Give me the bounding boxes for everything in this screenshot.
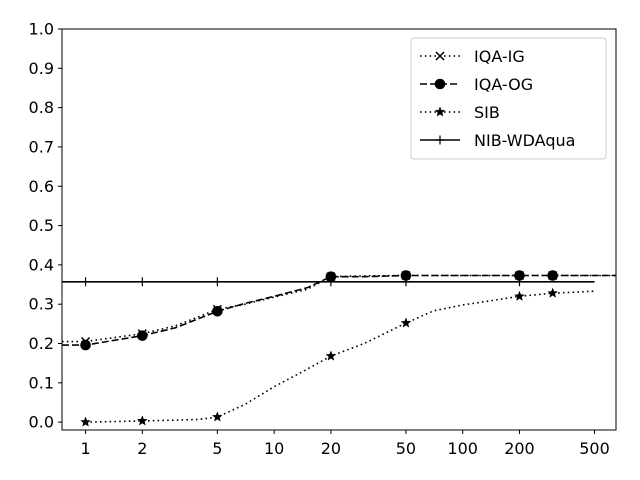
series-sib <box>80 287 595 427</box>
data-point <box>81 277 91 287</box>
plot-frame <box>61 28 617 431</box>
series-iqa-og <box>62 270 616 351</box>
y-tick-label: 0.9 <box>29 59 54 78</box>
y-tick-label: 0.1 <box>29 373 54 392</box>
legend-box <box>410 37 607 160</box>
legend-label: IQA-IG <box>474 47 525 66</box>
series-nib-wdaqua <box>62 277 595 287</box>
legend-marker <box>434 78 446 90</box>
series-line <box>85 290 595 423</box>
x-tick-label: 50 <box>396 439 416 458</box>
data-point <box>400 317 412 328</box>
data-point <box>137 330 148 341</box>
series-line <box>62 274 616 346</box>
data-point <box>401 277 411 287</box>
y-tick-label: 1.0 <box>29 20 54 39</box>
legend-item: SIB <box>420 103 500 122</box>
data-point <box>212 277 222 287</box>
data-point <box>212 305 223 317</box>
legend-marker <box>435 135 445 145</box>
legend-label: SIB <box>474 103 500 122</box>
data-point <box>211 411 223 422</box>
data-point <box>136 415 148 426</box>
x-tick-label: 20 <box>321 439 341 458</box>
x-tick-label: 2 <box>137 439 147 458</box>
series-line <box>62 274 616 343</box>
data-point <box>137 277 147 287</box>
series-layer <box>62 270 616 427</box>
data-point <box>547 287 559 298</box>
data-point <box>547 270 558 281</box>
legend-marker <box>434 106 446 117</box>
y-tick-label: 0.2 <box>29 334 54 353</box>
legend-item: IQA-IG <box>420 47 525 66</box>
legend-item: NIB-WDAqua <box>420 131 575 150</box>
x-tick-label: 5 <box>212 439 222 458</box>
legend: IQA-IG IQA-OG SIB NIB-WDAqua <box>410 37 607 160</box>
x-tick-label: 200 <box>504 439 535 458</box>
y-tick-label: 0.0 <box>29 413 54 432</box>
legend-label: NIB-WDAqua <box>474 131 575 150</box>
legend-marker <box>435 51 445 61</box>
y-tick-label: 0.8 <box>29 98 54 117</box>
y-tick-label: 0.6 <box>29 177 54 196</box>
y-tick-label: 0.5 <box>29 216 54 235</box>
data-point <box>325 350 337 361</box>
legend-label: IQA-OG <box>474 75 533 94</box>
x-tick-label: 500 <box>579 439 610 458</box>
data-point <box>80 339 91 351</box>
y-tick-label: 0.3 <box>29 295 54 314</box>
data-point <box>326 277 336 287</box>
legend-item: IQA-OG <box>420 75 533 94</box>
data-point <box>514 290 525 301</box>
axes-layer: 0.0 0.1 0.2 0.3 0.4 0.5 0.6 0.7 0.8 0.9 1.0 1 2 5 10 20… <box>29 20 617 458</box>
data-point <box>80 416 91 427</box>
x-tick-label: 10 <box>264 439 284 458</box>
y-tick-label: 0.7 <box>29 137 54 156</box>
data-point <box>514 277 524 287</box>
y-tick-label: 0.4 <box>29 255 54 274</box>
x-tick-label: 100 <box>447 439 478 458</box>
x-tick-label: 1 <box>80 439 90 458</box>
